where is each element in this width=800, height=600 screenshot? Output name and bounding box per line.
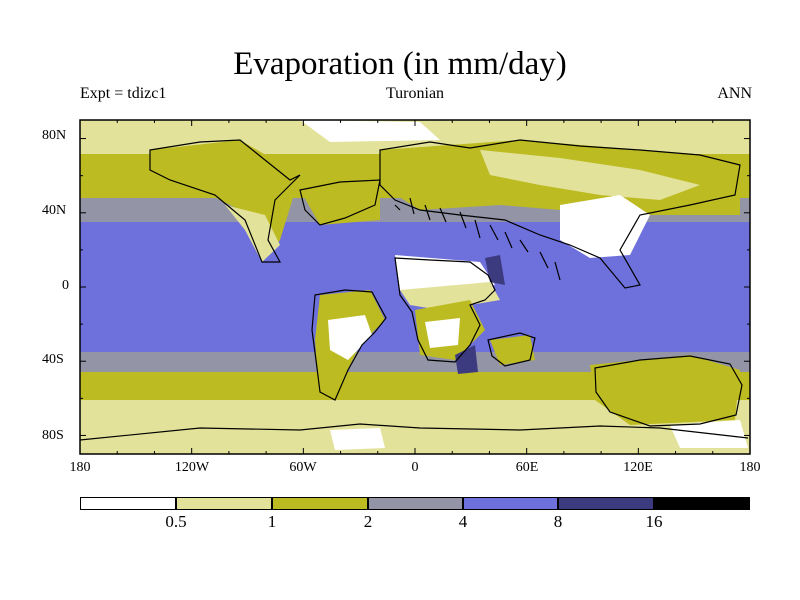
x-tick-label: 120E bbox=[623, 460, 653, 475]
x-tick-label: 60E bbox=[515, 460, 539, 475]
axis-ticks bbox=[79, 120, 751, 454]
colorbar-label: 0.5 bbox=[165, 512, 187, 531]
colorbar-swatch bbox=[80, 497, 176, 510]
asia-desert bbox=[560, 195, 650, 258]
colorbar-label: 1 bbox=[267, 512, 277, 531]
map-title: Evaporation (in mm/day) bbox=[233, 46, 567, 82]
experiment-label: Expt = tdizc1 bbox=[80, 85, 167, 102]
y-tick-label: 80S bbox=[42, 428, 64, 443]
x-tick-label: 60W bbox=[289, 460, 317, 475]
colorbar-swatch bbox=[176, 497, 272, 510]
north-atlantic-land bbox=[300, 180, 380, 225]
australia-land bbox=[590, 355, 740, 425]
x-tick-label: 120W bbox=[174, 460, 210, 475]
y-tick-label: 0 bbox=[62, 278, 69, 293]
y-tick-label: 80N bbox=[42, 128, 67, 143]
season-label: ANN bbox=[717, 85, 752, 102]
eurasia-arid bbox=[480, 150, 700, 200]
arctic-white bbox=[300, 120, 440, 142]
colorbar-swatch bbox=[272, 497, 368, 510]
south-america-desert bbox=[328, 315, 372, 360]
india-land bbox=[490, 335, 535, 365]
colorbar-swatch bbox=[463, 497, 558, 510]
colorbar-label: 8 bbox=[553, 512, 563, 531]
coastlines bbox=[79, 139, 749, 441]
colorbar-label: 16 bbox=[645, 512, 663, 531]
africa-south-desert bbox=[425, 318, 460, 348]
antarctica-white-2 bbox=[330, 428, 385, 450]
colorbar-swatch bbox=[654, 497, 750, 510]
colorbar-label: 2 bbox=[363, 512, 373, 531]
colorbar-label: 4 bbox=[458, 512, 468, 531]
y-tick-label: 40N bbox=[42, 203, 67, 218]
north-america-arid bbox=[225, 205, 280, 262]
colorbar-swatch bbox=[368, 497, 463, 510]
colorbar-swatch bbox=[558, 497, 654, 510]
indian-ocean-max bbox=[455, 345, 478, 374]
x-tick-label: 180 bbox=[69, 460, 91, 475]
y-tick-label: 40S bbox=[42, 352, 64, 367]
x-tick-label: 180 bbox=[739, 460, 761, 475]
x-tick-label: 0 bbox=[411, 460, 419, 475]
period-label: Turonian bbox=[385, 85, 445, 102]
map-field bbox=[80, 120, 750, 454]
tethys-max bbox=[485, 255, 505, 285]
